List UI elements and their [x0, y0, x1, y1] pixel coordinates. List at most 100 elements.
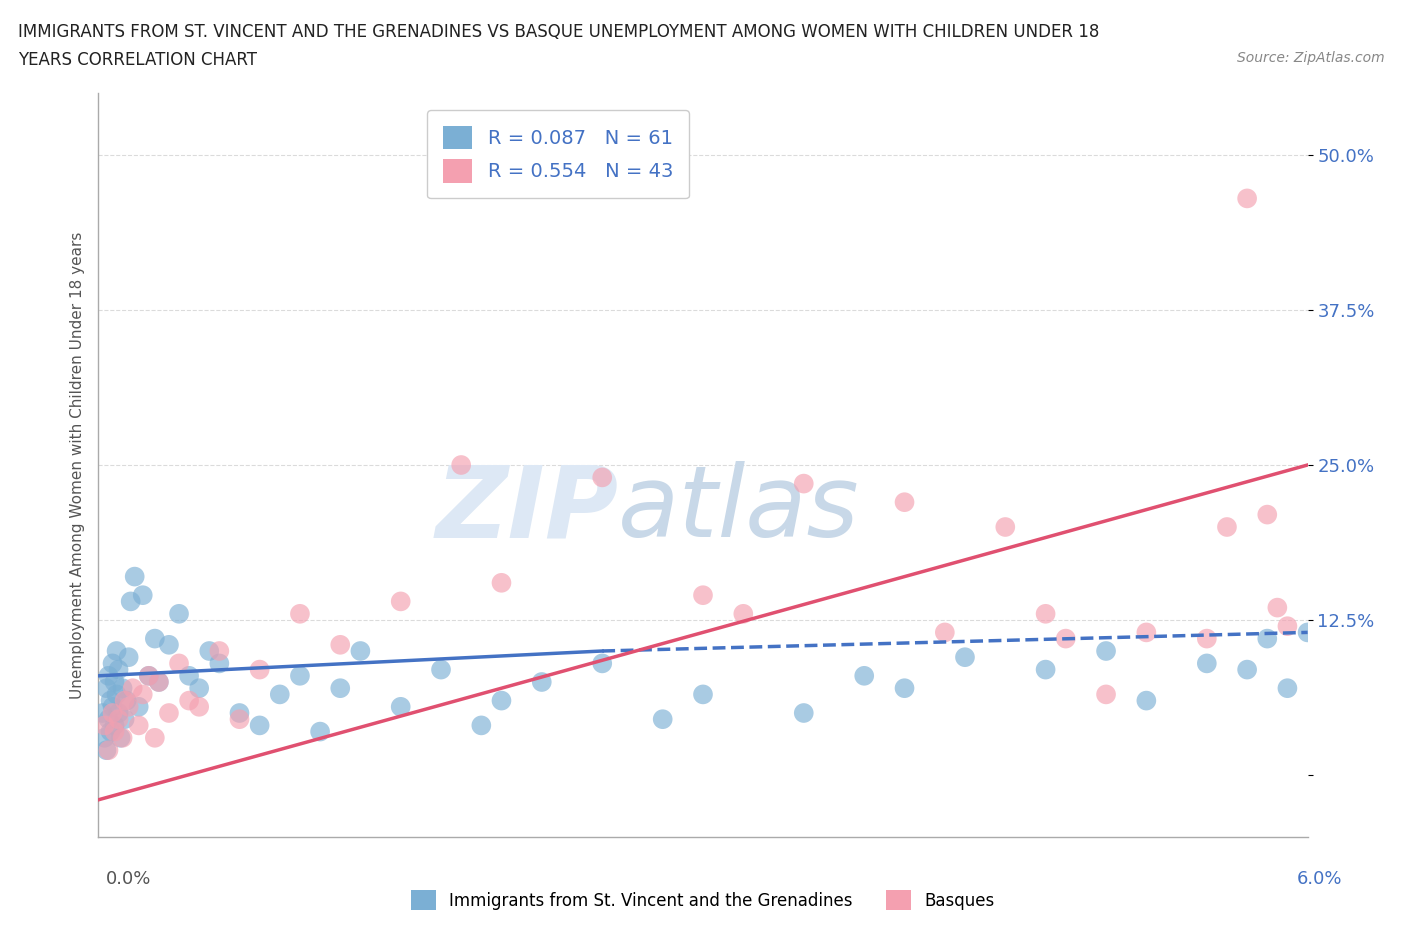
- Point: [1035, 606, 1057, 621]
- Point: [329, 637, 352, 652]
- Point: [179, 693, 201, 708]
- Point: [692, 588, 714, 603]
- Point: [1277, 681, 1299, 696]
- Point: [128, 699, 150, 714]
- Point: [97, 669, 120, 684]
- Point: [103, 718, 125, 733]
- Point: [138, 669, 160, 684]
- Point: [389, 594, 412, 609]
- Point: [132, 687, 155, 702]
- Text: YEARS CORRELATION CHART: YEARS CORRELATION CHART: [18, 51, 257, 69]
- Legend: Immigrants from St. Vincent and the Grenadines, Basques: Immigrants from St. Vincent and the Gren…: [405, 884, 1001, 917]
- Point: [111, 730, 134, 745]
- Point: [1236, 191, 1258, 206]
- Point: [101, 656, 124, 671]
- Text: Source: ZipAtlas.com: Source: ZipAtlas.com: [1237, 51, 1385, 65]
- Point: [148, 674, 170, 689]
- Point: [107, 662, 129, 677]
- Point: [107, 706, 129, 721]
- Point: [157, 637, 180, 652]
- Text: 0.0%: 0.0%: [105, 870, 150, 888]
- Point: [793, 706, 815, 721]
- Point: [100, 693, 122, 708]
- Text: ZIP: ZIP: [436, 461, 619, 558]
- Point: [491, 693, 513, 708]
- Text: 6.0%: 6.0%: [1298, 870, 1343, 888]
- Point: [1195, 656, 1218, 671]
- Point: [733, 606, 755, 621]
- Point: [114, 693, 136, 708]
- Point: [1095, 687, 1118, 702]
- Point: [228, 711, 250, 726]
- Point: [1135, 693, 1157, 708]
- Point: [110, 730, 132, 745]
- Point: [143, 631, 166, 646]
- Point: [103, 674, 125, 689]
- Point: [121, 681, 143, 696]
- Point: [198, 644, 221, 658]
- Point: [101, 699, 124, 714]
- Point: [530, 674, 553, 689]
- Point: [188, 681, 211, 696]
- Point: [1236, 662, 1258, 677]
- Point: [115, 693, 138, 708]
- Point: [1296, 625, 1319, 640]
- Point: [692, 687, 714, 702]
- Point: [100, 724, 122, 739]
- Point: [1256, 631, 1278, 646]
- Point: [430, 662, 453, 677]
- Point: [103, 724, 125, 739]
- Point: [893, 681, 915, 696]
- Point: [934, 625, 956, 640]
- Point: [124, 569, 146, 584]
- Point: [157, 706, 180, 721]
- Point: [143, 730, 166, 745]
- Point: [470, 718, 492, 733]
- Point: [1035, 662, 1057, 677]
- Point: [120, 594, 142, 609]
- Point: [208, 656, 231, 671]
- Point: [167, 606, 190, 621]
- Point: [1216, 520, 1239, 535]
- Point: [118, 699, 141, 714]
- Point: [893, 495, 915, 510]
- Point: [591, 470, 613, 485]
- Point: [138, 669, 160, 684]
- Point: [188, 699, 211, 714]
- Point: [1256, 507, 1278, 522]
- Point: [450, 458, 472, 472]
- Point: [132, 588, 155, 603]
- Point: [128, 718, 150, 733]
- Point: [994, 520, 1017, 535]
- Point: [953, 650, 976, 665]
- Point: [96, 681, 118, 696]
- Point: [349, 644, 371, 658]
- Point: [148, 674, 170, 689]
- Legend: R = 0.087   N = 61, R = 0.554   N = 43: R = 0.087 N = 61, R = 0.554 N = 43: [427, 110, 689, 198]
- Point: [167, 656, 190, 671]
- Point: [96, 743, 118, 758]
- Text: IMMIGRANTS FROM ST. VINCENT AND THE GRENADINES VS BASQUE UNEMPLOYMENT AMONG WOME: IMMIGRANTS FROM ST. VINCENT AND THE GREN…: [18, 23, 1099, 41]
- Point: [93, 718, 115, 733]
- Point: [288, 606, 311, 621]
- Point: [1277, 618, 1299, 633]
- Point: [793, 476, 815, 491]
- Point: [208, 644, 231, 658]
- Point: [1095, 644, 1118, 658]
- Point: [93, 730, 115, 745]
- Point: [107, 711, 129, 726]
- Text: atlas: atlas: [619, 461, 860, 558]
- Point: [651, 711, 673, 726]
- Point: [329, 681, 352, 696]
- Point: [1054, 631, 1077, 646]
- Point: [179, 669, 201, 684]
- Y-axis label: Unemployment Among Women with Children Under 18 years: Unemployment Among Women with Children U…: [69, 232, 84, 698]
- Point: [228, 706, 250, 721]
- Point: [97, 743, 120, 758]
- Point: [1135, 625, 1157, 640]
- Point: [118, 650, 141, 665]
- Point: [249, 718, 271, 733]
- Point: [288, 669, 311, 684]
- Point: [1267, 600, 1289, 615]
- Point: [114, 711, 136, 726]
